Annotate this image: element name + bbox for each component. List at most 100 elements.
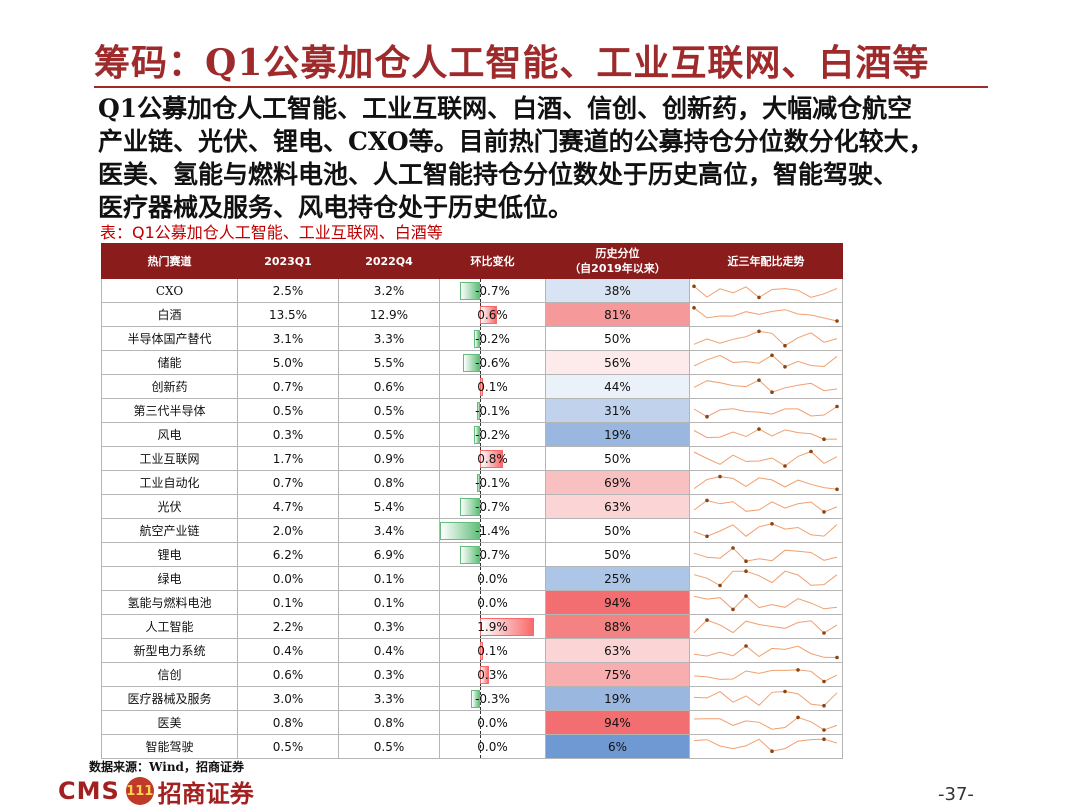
sector-name-cell: 信创 xyxy=(101,662,238,687)
hot-sectors-table: 热门赛道 2023Q1 2022Q4 环比变化 历史分位 （自2019年以来） … xyxy=(101,243,843,759)
sparkline-path xyxy=(693,379,838,393)
change-data-bar xyxy=(460,498,480,516)
sparkline-marker xyxy=(822,728,826,732)
change-axis-line xyxy=(480,351,481,374)
q1-value-cell: 2.0% xyxy=(237,518,339,543)
q4-value-cell: 0.6% xyxy=(338,374,440,399)
q4-value-cell: 3.3% xyxy=(338,326,440,351)
sparkline-marker xyxy=(809,449,813,454)
page-title: 筹码：Q1公募加仓人工智能、工业互联网、白酒等 xyxy=(94,42,930,84)
change-axis-line xyxy=(480,423,481,446)
sparkline-marker xyxy=(744,644,748,648)
change-cell: 0.0% xyxy=(439,710,546,735)
change-data-bar xyxy=(462,354,480,372)
table-body: CXO 2.5% 3.2% -0.7% 38% 白酒 13.5% 12.9% 0.6% 81% 半导… xyxy=(101,278,843,759)
trend-sparkline xyxy=(693,353,838,369)
change-data-bar xyxy=(460,282,480,300)
trend-sparkline xyxy=(693,644,839,660)
title-divider xyxy=(94,86,988,88)
trend-sparkline-cell xyxy=(689,638,843,663)
sparkline-marker xyxy=(822,679,826,684)
sparkline-path xyxy=(693,406,838,418)
trend-sparkline-cell xyxy=(689,734,843,759)
sparkline-marker xyxy=(705,414,709,419)
q4-value-cell: 3.2% xyxy=(338,278,440,303)
trend-sparkline-cell xyxy=(689,590,843,615)
q4-value-cell: 6.9% xyxy=(338,542,440,567)
trend-sparkline xyxy=(692,306,839,323)
percentile-cell: 94% xyxy=(545,710,690,735)
header-change: 环比变化 xyxy=(439,243,546,279)
sparkline-marker xyxy=(757,427,761,431)
table-row: 信创 0.6% 0.3% 0.3% 75% xyxy=(101,662,843,687)
change-value: 0.0% xyxy=(477,595,508,610)
trend-sparkline-cell xyxy=(689,422,843,447)
table-row: 绿电 0.0% 0.1% 0.0% 25% xyxy=(101,566,843,591)
sparkline-marker xyxy=(718,474,722,479)
q1-value-cell: 0.7% xyxy=(237,374,339,399)
trend-sparkline xyxy=(692,284,838,300)
change-axis-line xyxy=(480,279,481,302)
trend-sparkline-cell xyxy=(689,710,843,735)
q1-value-cell: 6.2% xyxy=(237,542,339,567)
sparkline-marker xyxy=(783,464,787,468)
change-value: 0.3% xyxy=(477,667,508,682)
sparkline-marker xyxy=(835,487,839,492)
trend-sparkline-cell xyxy=(689,518,843,543)
header-sector: 热门赛道 xyxy=(101,243,238,279)
sector-name-cell: 智能驾驶 xyxy=(101,734,238,759)
table-row: 光伏 4.7% 5.4% -0.7% 63% xyxy=(101,494,843,519)
sparkline-path xyxy=(693,619,838,634)
percentile-cell: 50% xyxy=(545,326,690,351)
header-percentile: 历史分位 （自2019年以来） xyxy=(545,243,690,279)
change-data-bar xyxy=(474,330,480,348)
trend-sparkline xyxy=(693,737,838,753)
sector-name-cell: 氢能与燃料电池 xyxy=(101,590,238,615)
table-row: 第三代半导体 0.5% 0.5% -0.1% 31% xyxy=(101,398,843,423)
summary-line: 医美、氢能与燃料电池、人工智能持仓分位数处于历史高位，智能驾驶、 xyxy=(98,160,899,189)
change-value: 0.0% xyxy=(477,739,508,754)
trend-sparkline-cell xyxy=(689,446,843,471)
sector-name-cell: 第三代半导体 xyxy=(101,398,238,423)
q1-value-cell: 2.5% xyxy=(237,278,339,303)
header-percentile-line2: （自2019年以来） xyxy=(569,262,666,275)
sparkline-marker xyxy=(835,404,839,409)
sparkline-path xyxy=(693,450,838,467)
percentile-cell: 19% xyxy=(545,422,690,447)
q4-value-cell: 3.3% xyxy=(338,686,440,711)
sector-name-cell: 医疗器械及服务 xyxy=(101,686,238,711)
q4-value-cell: 0.3% xyxy=(338,614,440,639)
change-value: -0.7% xyxy=(475,499,510,514)
sparkline-marker xyxy=(822,737,826,741)
sparkline-marker xyxy=(835,655,839,660)
sparkline-path xyxy=(693,307,838,322)
q4-value-cell: 0.9% xyxy=(338,446,440,471)
change-data-bar xyxy=(480,306,498,324)
change-cell: -0.7% xyxy=(439,542,546,567)
sparkline-marker xyxy=(705,498,709,503)
change-value: -0.7% xyxy=(475,283,510,298)
q4-value-cell: 5.4% xyxy=(338,494,440,519)
sparkline-path xyxy=(693,330,838,347)
q4-value-cell: 0.3% xyxy=(338,662,440,687)
sector-name-cell: 航空产业链 xyxy=(101,518,238,543)
sector-name-cell: 储能 xyxy=(101,350,238,375)
sector-name-cell: 半导体国产替代 xyxy=(101,326,238,351)
sparkline-marker xyxy=(783,365,787,369)
table-row: 半导体国产替代 3.1% 3.3% -0.2% 50% xyxy=(101,326,843,351)
change-cell: -0.3% xyxy=(439,686,546,711)
trend-sparkline-cell xyxy=(689,470,843,495)
q1-value-cell: 0.3% xyxy=(237,422,339,447)
change-data-bar xyxy=(480,450,503,468)
trend-sparkline xyxy=(693,689,838,708)
change-cell: -0.7% xyxy=(439,494,546,519)
summary-line: 产业链、光伏、锂电、CXO等。目前热门赛道的公募持仓分位数分化较大， xyxy=(98,127,934,156)
sparkline-path xyxy=(693,476,838,490)
header-2023q1: 2023Q1 xyxy=(237,243,339,279)
change-data-bar xyxy=(440,522,480,540)
change-axis-line xyxy=(480,711,481,734)
table-row: 人工智能 2.2% 0.3% 1.9% 88% xyxy=(101,614,843,639)
page-number: -37- xyxy=(938,784,974,805)
sparkline-marker xyxy=(822,510,826,514)
change-axis-line xyxy=(480,687,481,710)
